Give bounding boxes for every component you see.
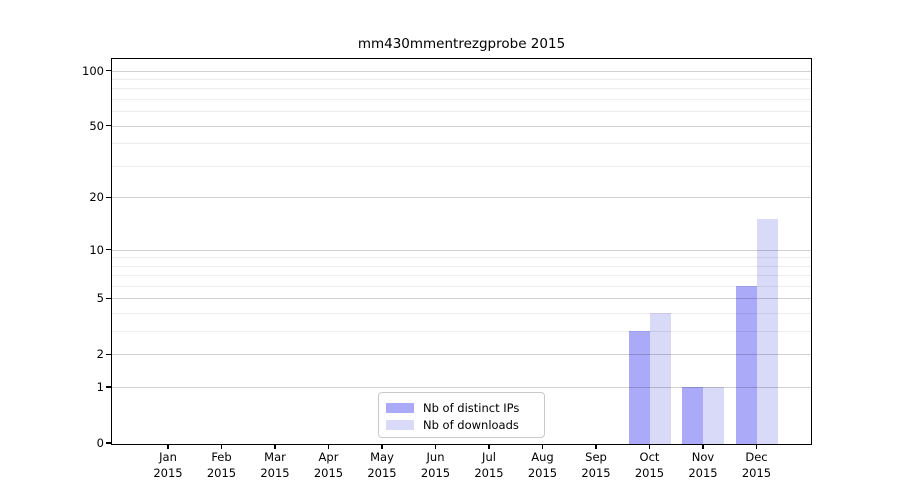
x-tick-year: 2015 xyxy=(420,465,451,480)
gridline-major-50 xyxy=(112,125,811,127)
x-tick-month: Dec xyxy=(745,450,768,464)
x-tick-month: Jun xyxy=(426,450,445,464)
gridline-minor-9 xyxy=(112,257,811,259)
y-tick-label-50: 50 xyxy=(89,118,104,133)
legend-item-distinct-ips: Nb of distinct IPs xyxy=(379,399,544,416)
x-tick-label-feb: Feb 2015 xyxy=(190,450,254,481)
x-tick-oct xyxy=(648,444,651,449)
x-tick-year: 2015 xyxy=(206,465,237,480)
x-tick-label-aug: Aug 2015 xyxy=(511,450,575,481)
x-tick-month: Sep xyxy=(585,450,607,464)
plot-frame xyxy=(111,58,812,445)
legend-swatch-distinct-ips xyxy=(386,402,414,413)
bar-nb-of-downloads-dec xyxy=(756,219,778,444)
x-tick-label-dec: Dec 2015 xyxy=(725,450,789,481)
x-tick-apr xyxy=(327,444,330,449)
gridline-minor-60 xyxy=(112,111,811,113)
x-tick-label-apr: Apr 2015 xyxy=(297,450,361,481)
x-tick-year: 2015 xyxy=(634,465,665,480)
x-tick-month: Mar xyxy=(264,450,286,464)
x-tick-aug xyxy=(541,444,544,449)
x-tick-month: Nov xyxy=(691,450,715,464)
y-tick-1 xyxy=(106,386,112,388)
bar-nb-of-downloads-oct xyxy=(649,313,671,444)
y-tick-10 xyxy=(106,248,112,251)
gridline-minor-80 xyxy=(112,88,811,90)
x-tick-label-jan: Jan 2015 xyxy=(136,450,200,481)
legend-swatch-downloads xyxy=(386,419,414,430)
x-tick-label-jul: Jul 2015 xyxy=(457,450,521,481)
x-tick-month: Apr xyxy=(318,450,339,464)
gridline-major-20 xyxy=(112,197,811,199)
gridline-major-100 xyxy=(112,70,811,72)
gridline-major-10 xyxy=(112,249,811,251)
gridline-minor-8 xyxy=(112,265,811,267)
gridline-minor-40 xyxy=(112,143,811,145)
y-tick-label-100: 100 xyxy=(82,63,104,78)
x-tick-month: Jan xyxy=(159,450,177,464)
x-tick-jun xyxy=(434,444,437,449)
y-tick-2 xyxy=(106,353,112,356)
bar-nb-of-distinct-ips-nov xyxy=(682,387,703,444)
y-tick-label-0: 0 xyxy=(96,436,104,450)
gridline-major-1 xyxy=(112,387,811,389)
bar-nb-of-downloads-nov xyxy=(703,387,724,444)
bar-nb-of-distinct-ips-dec xyxy=(735,285,757,444)
y-tick-label-10: 10 xyxy=(89,242,104,257)
x-tick-year: 2015 xyxy=(474,465,504,480)
y-tick-100 xyxy=(106,69,112,72)
x-tick-feb xyxy=(220,444,223,449)
x-tick-month: Feb xyxy=(211,450,232,464)
x-tick-year: 2015 xyxy=(688,465,718,480)
gridline-minor-7 xyxy=(112,275,811,277)
x-tick-year: 2015 xyxy=(153,465,183,480)
x-tick-dec xyxy=(755,444,758,449)
x-tick-month: May xyxy=(370,450,394,464)
x-tick-label-nov: Nov 2015 xyxy=(671,450,735,481)
x-tick-year: 2015 xyxy=(527,465,558,480)
legend: Nb of distinct IPs Nb of downloads xyxy=(378,392,545,438)
legend-label-downloads: Nb of downloads xyxy=(423,417,519,432)
y-tick-label-5: 5 xyxy=(96,291,104,306)
legend-item-downloads: Nb of downloads xyxy=(379,416,544,433)
x-tick-jul xyxy=(488,444,490,449)
y-tick-0 xyxy=(106,442,112,444)
x-tick-mar xyxy=(274,444,276,449)
y-tick-5 xyxy=(106,297,112,300)
gridline-minor-30 xyxy=(112,165,811,167)
x-tick-label-mar: Mar 2015 xyxy=(243,450,307,481)
y-tick-label-20: 20 xyxy=(89,190,104,205)
x-tick-may xyxy=(381,444,383,449)
x-tick-year: 2015 xyxy=(367,465,397,480)
gridline-minor-4 xyxy=(112,313,811,315)
x-tick-month: Aug xyxy=(531,450,554,464)
x-tick-nov xyxy=(702,444,704,449)
x-tick-label-oct: Oct 2015 xyxy=(618,450,682,481)
y-tick-label-1: 1 xyxy=(96,380,104,395)
x-tick-year: 2015 xyxy=(313,465,344,480)
gridline-minor-90 xyxy=(112,79,811,80)
x-tick-sep xyxy=(595,444,597,449)
y-tick-20 xyxy=(106,196,112,199)
x-tick-label-may: May 2015 xyxy=(350,450,414,481)
gridline-minor-6 xyxy=(112,285,811,287)
gridline-major-5 xyxy=(112,298,811,300)
y-tick-label-2: 2 xyxy=(96,347,104,362)
x-tick-month: Oct xyxy=(639,450,660,464)
x-tick-label-sep: Sep 2015 xyxy=(564,450,628,481)
chart-title: mm430mmentrezgprobe 2015 xyxy=(357,36,566,52)
x-tick-year: 2015 xyxy=(581,465,611,480)
x-tick-month: Jul xyxy=(482,450,496,464)
bar-nb-of-distinct-ips-oct xyxy=(628,331,650,444)
x-tick-label-jun: Jun 2015 xyxy=(404,450,468,481)
legend-label-distinct-ips: Nb of distinct IPs xyxy=(423,400,520,415)
x-tick-year: 2015 xyxy=(260,465,290,480)
gridline-minor-70 xyxy=(112,99,811,101)
gridline-minor-3 xyxy=(112,331,811,333)
y-tick-50 xyxy=(106,125,112,127)
x-tick-year: 2015 xyxy=(741,465,772,480)
x-tick-jan xyxy=(167,444,169,449)
gridline-major-2 xyxy=(112,354,811,356)
